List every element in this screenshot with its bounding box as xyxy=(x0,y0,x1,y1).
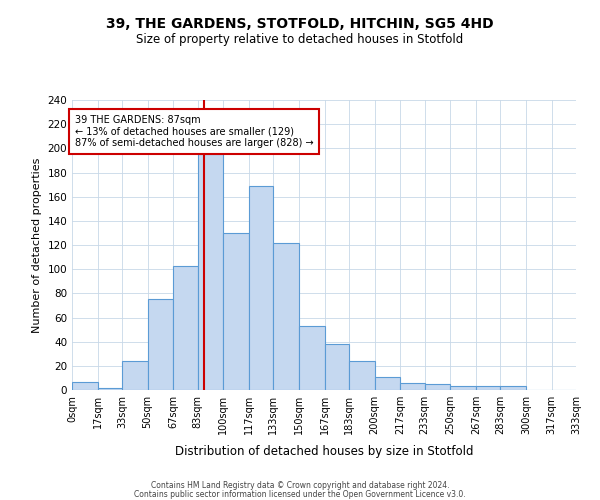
X-axis label: Distribution of detached houses by size in Stotfold: Distribution of detached houses by size … xyxy=(175,446,473,458)
Bar xyxy=(451,386,476,390)
Bar xyxy=(425,384,451,390)
Bar xyxy=(375,376,400,390)
Y-axis label: Number of detached properties: Number of detached properties xyxy=(32,158,42,332)
Bar xyxy=(349,361,375,390)
Bar xyxy=(122,361,148,390)
Text: 39 THE GARDENS: 87sqm
← 13% of detached houses are smaller (129)
87% of semi-det: 39 THE GARDENS: 87sqm ← 13% of detached … xyxy=(75,114,314,148)
Bar xyxy=(148,300,173,390)
Text: Contains HM Land Registry data © Crown copyright and database right 2024.: Contains HM Land Registry data © Crown c… xyxy=(151,481,449,490)
Bar xyxy=(173,266,197,390)
Text: Contains public sector information licensed under the Open Government Licence v3: Contains public sector information licen… xyxy=(134,490,466,499)
Bar xyxy=(400,383,425,390)
Bar xyxy=(249,186,273,390)
Text: 39, THE GARDENS, STOTFOLD, HITCHIN, SG5 4HD: 39, THE GARDENS, STOTFOLD, HITCHIN, SG5 … xyxy=(106,18,494,32)
Bar xyxy=(223,233,249,390)
Bar xyxy=(273,242,299,390)
Bar xyxy=(476,386,500,390)
Bar xyxy=(72,382,98,390)
Bar xyxy=(325,344,349,390)
Bar xyxy=(98,388,122,390)
Bar xyxy=(500,386,526,390)
Bar xyxy=(197,154,223,390)
Text: Size of property relative to detached houses in Stotfold: Size of property relative to detached ho… xyxy=(136,32,464,46)
Bar xyxy=(299,326,325,390)
